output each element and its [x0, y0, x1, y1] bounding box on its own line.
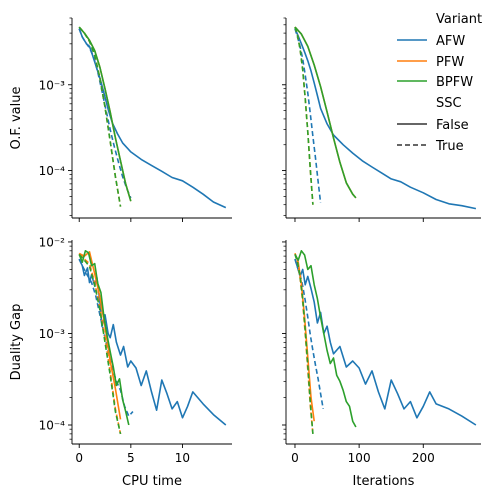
series-line-afw-false [78, 258, 227, 426]
legend-label-false: False [436, 118, 469, 133]
series-line-afw-false [78, 28, 227, 209]
series-line-afw-false [294, 258, 477, 426]
panel-top-left: 10⁻⁴ 10⁻³ O.F. value [9, 17, 232, 222]
legend: Variant AFW PFW BPFW SSC False True [397, 12, 482, 154]
legend-label-pfw: PFW [436, 55, 464, 70]
y-axis-label: O.F. value [9, 86, 24, 149]
panel-bottom-left: 0 5 10 10⁻⁴ 10⁻³ 10⁻² Duality Gap CPU time [9, 235, 232, 489]
series-line-afw-true [294, 28, 322, 203]
series-line-afw-true [294, 258, 324, 410]
x-axis-label: Iterations [353, 474, 415, 489]
series-line-pfw-true [78, 26, 122, 207]
x-tick-label: 10 [175, 451, 190, 465]
x-axis-label: CPU time [122, 474, 182, 489]
legend-label-bpfw: BPFW [436, 75, 473, 90]
y-tick-label: 10⁻⁴ [39, 164, 66, 178]
panel-bottom-right: 0 100 200 Iterations [282, 240, 481, 489]
series-line-bpfw-true [294, 254, 314, 434]
legend-ssc-title: SSC [436, 96, 462, 111]
legend-label-afw: AFW [436, 34, 465, 49]
series-line-pfw-true [78, 252, 122, 435]
y-tick-label: 10⁻⁴ [39, 418, 66, 432]
x-tick-label: 0 [291, 451, 299, 465]
x-tick-label: 100 [348, 451, 371, 465]
series-line-bpfw-true [294, 26, 314, 205]
y-axis-label: Duality Gap [9, 304, 24, 381]
series-line-bpfw-false [78, 26, 132, 202]
series-line-bpfw-false [294, 26, 357, 199]
series-line-afw-false [294, 28, 477, 210]
series-line-bpfw-false [294, 250, 357, 428]
legend-title: Variant [436, 12, 482, 27]
series-line-bpfw-false [78, 250, 130, 426]
series-line-pfw-false [78, 251, 122, 420]
x-tick-label: 0 [75, 451, 83, 465]
y-tick-label: 10⁻² [39, 235, 66, 249]
y-tick-label: 10⁻³ [39, 327, 66, 341]
series-line-bpfw-true [78, 253, 122, 435]
legend-label-true: True [435, 139, 464, 154]
series-line-afw-true [78, 28, 132, 199]
panel-top-right [282, 17, 481, 222]
y-tick-label: 10⁻³ [39, 78, 66, 92]
series-line-bpfw-true [78, 26, 122, 207]
x-tick-label: 5 [127, 451, 135, 465]
x-tick-label: 200 [412, 451, 435, 465]
